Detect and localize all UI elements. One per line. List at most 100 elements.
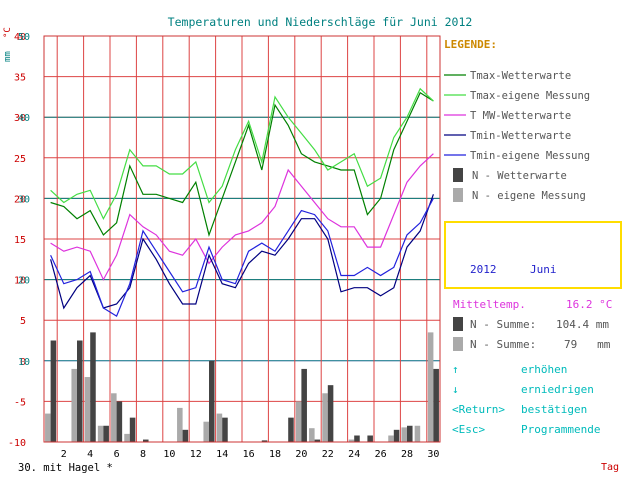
precipitation-tick-label: 30	[18, 194, 30, 205]
control-decrease-action: erniedrigen	[521, 383, 594, 396]
temperature-tick-label: 25	[14, 154, 26, 165]
precipitation-tick-label: 50	[18, 32, 30, 43]
temperature-series-line	[50, 198, 434, 317]
control-exit-action: Programmende	[521, 423, 600, 436]
day-tick-label: 10	[163, 449, 175, 460]
day-tick-label: 24	[348, 449, 360, 460]
period-month: Juni	[530, 263, 557, 276]
precip-bar-own	[401, 427, 407, 442]
control-confirm[interactable]: <Return> bestätigen	[452, 403, 587, 416]
legend-label: N - eigene Messung	[472, 190, 586, 202]
day-tick-label: 20	[295, 449, 307, 460]
temperature-tick-label: 35	[14, 73, 26, 84]
precip-bar-own	[111, 393, 117, 442]
temperature-tick-label: 0	[20, 357, 26, 368]
temperature-tick-label: -5	[14, 397, 26, 408]
unit-mm-label: mm	[3, 51, 13, 62]
day-tick-label: 22	[322, 449, 334, 460]
temperature-series-line	[50, 87, 434, 221]
control-decrease-key: ↓	[452, 383, 459, 396]
control-confirm-key: <Return>	[452, 403, 505, 416]
temperature-tick-label: 15	[14, 235, 26, 246]
precip-bar-ww	[90, 332, 96, 442]
precipitation-tick-label: 20	[18, 276, 30, 287]
precip-bar-own	[45, 413, 51, 442]
precip-bar-own	[124, 433, 130, 442]
n-summe-ww-label: N - Summe:	[470, 318, 536, 331]
precip-bar-ww	[116, 401, 123, 442]
n-summe-own-label: N - Summe:	[470, 338, 536, 351]
precip-bar-ww	[103, 425, 109, 442]
control-increase-action: erhöhen	[521, 363, 567, 376]
n-summe-own-value: 79 mm	[564, 338, 611, 351]
control-confirm-action: bestätigen	[521, 403, 587, 416]
precip-bar-ww	[222, 417, 228, 442]
plot-frame	[43, 35, 441, 443]
temperature-series-line	[50, 153, 434, 281]
legend-label: T MW-Wetterwarte	[470, 110, 571, 122]
precip-bar-ww	[407, 425, 413, 442]
precipitation-bars	[45, 332, 439, 442]
control-increase[interactable]: ↑ erhöhen	[452, 363, 567, 376]
temperature-series-line	[50, 91, 434, 237]
precip-bar-own	[427, 332, 434, 442]
mitteltemp-value: 16.2 °C	[566, 298, 612, 311]
precip-bar-own	[414, 425, 421, 442]
day-tick-label: 4	[87, 449, 93, 460]
n-summe-ww-value: 104.4 mm	[556, 318, 609, 331]
precip-bar-ww	[354, 435, 360, 442]
legend-heading: LEGENDE:	[444, 38, 497, 51]
day-tick-label: 8	[140, 449, 146, 460]
day-tick-label: 6	[114, 449, 120, 460]
precip-bar-ww	[129, 417, 136, 442]
temperature-lines	[50, 87, 434, 317]
precip-bar-own	[388, 435, 394, 442]
chart-title: Temperaturen und Niederschläge für Juni …	[168, 15, 473, 29]
controls-panel: ↑ erhöhen ↓ erniedrigen <Return> bestäti…	[452, 363, 600, 436]
control-increase-key: ↑	[452, 363, 459, 376]
temperature-tick-label: 30	[14, 113, 26, 124]
precip-bar-ww	[50, 340, 57, 442]
precip-bar-own	[216, 413, 223, 442]
precip-bar-ww	[288, 417, 294, 442]
period-box: 2012 Juni	[444, 221, 622, 289]
day-tick-label: 30	[427, 449, 439, 460]
precipitation-tick-label: 10	[18, 357, 30, 368]
footnote: 30. mit Hagel *	[18, 462, 113, 474]
precip-bar-own	[97, 425, 104, 442]
legend-label: Tmax-Wetterwarte	[470, 70, 571, 82]
precip-bar-ww	[367, 435, 373, 442]
precip-bar-own	[322, 393, 328, 442]
precip-bar-ww	[314, 439, 321, 442]
legend-label: N - Wetterwarte	[472, 170, 567, 182]
day-gridlines	[56, 36, 428, 442]
precip-bar-own	[295, 401, 302, 442]
precip-bar-own	[309, 428, 315, 442]
precip-bar-ww	[327, 385, 334, 442]
precip-bar-ww	[209, 360, 215, 442]
day-tick-label: 28	[401, 449, 413, 460]
period-year: 2012	[470, 263, 497, 276]
precip-bar-own	[84, 377, 91, 442]
precip-bar-ww	[433, 368, 439, 442]
day-tick-label: 26	[375, 449, 387, 460]
day-tick-label: 18	[269, 449, 281, 460]
temperature-tick-labels: -10 -5 0 5 10 15 20 25 30 35 40	[8, 32, 26, 449]
period-frame	[444, 221, 622, 289]
temperature-tick-label: 40	[14, 32, 26, 43]
n-summe-ww-swatch	[453, 317, 463, 331]
legend-entries: Tmax-Wetterwarte Tmax-eigene Messung T MW-…	[444, 70, 590, 202]
legend-label: Tmax-eigene Messung	[470, 90, 590, 102]
control-exit[interactable]: <Esc> Programmende	[452, 423, 600, 436]
control-decrease[interactable]: ↓ erniedrigen	[452, 383, 594, 396]
temperature-tick-label: 5	[20, 316, 26, 327]
precip-bar-ww	[393, 429, 400, 442]
day-tick-labels: 2 4 6 8 10 12 14 16 18 20 22 24 26 28 30	[61, 449, 440, 460]
precip-bar-own	[348, 439, 355, 442]
control-exit-key: <Esc>	[452, 423, 485, 436]
x-axis-label: Tag	[601, 462, 619, 473]
temperature-series-line	[50, 194, 434, 310]
precipitation-tick-label: 40	[18, 113, 30, 124]
